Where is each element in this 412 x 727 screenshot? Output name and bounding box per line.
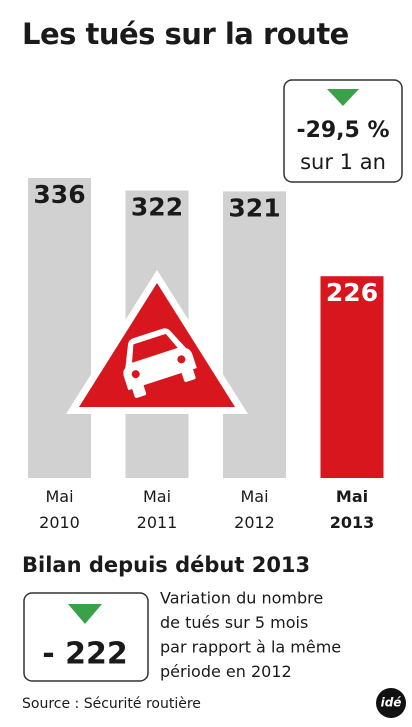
bar (223, 191, 286, 478)
description-line: Variation du nombre (160, 589, 323, 608)
x-tick-label: Mai 2011 (136, 487, 178, 532)
summary-box: - 222 (23, 592, 149, 682)
logo-bg (376, 688, 406, 718)
title: Les tués sur la route (22, 17, 349, 51)
value-label: 321 (228, 193, 280, 222)
summary-value: - 222 (42, 637, 128, 672)
bar (320, 276, 384, 478)
description-line: de tués sur 5 mois (160, 613, 308, 632)
warning-sign (66, 270, 248, 414)
value-label: 226 (326, 278, 378, 307)
source: Source : Sécurité routière (22, 696, 201, 712)
value-label: 322 (131, 193, 183, 222)
x-tick-label: Mai 2013 (329, 487, 375, 532)
summary-description: Variation du nombre de tués sur 5 mois par… (160, 589, 341, 682)
callout: -29,5 % sur 1 an (283, 79, 403, 183)
x-tick-label: Mai 2012 (234, 487, 275, 532)
value-label: 336 (33, 180, 85, 209)
callout-period: sur 1 an (300, 150, 386, 174)
callout-value: -29,5 % (296, 118, 389, 143)
summary-title: Bilan depuis début 2013 (22, 553, 310, 577)
bar (28, 178, 91, 478)
x-tick-label: Mai 2010 (39, 487, 80, 532)
bars: 336 322 321 226 (28, 178, 384, 478)
description-line: par rapport à la même (160, 638, 341, 657)
logo: idé (381, 696, 402, 710)
description-line: période en 2012 (160, 662, 292, 681)
